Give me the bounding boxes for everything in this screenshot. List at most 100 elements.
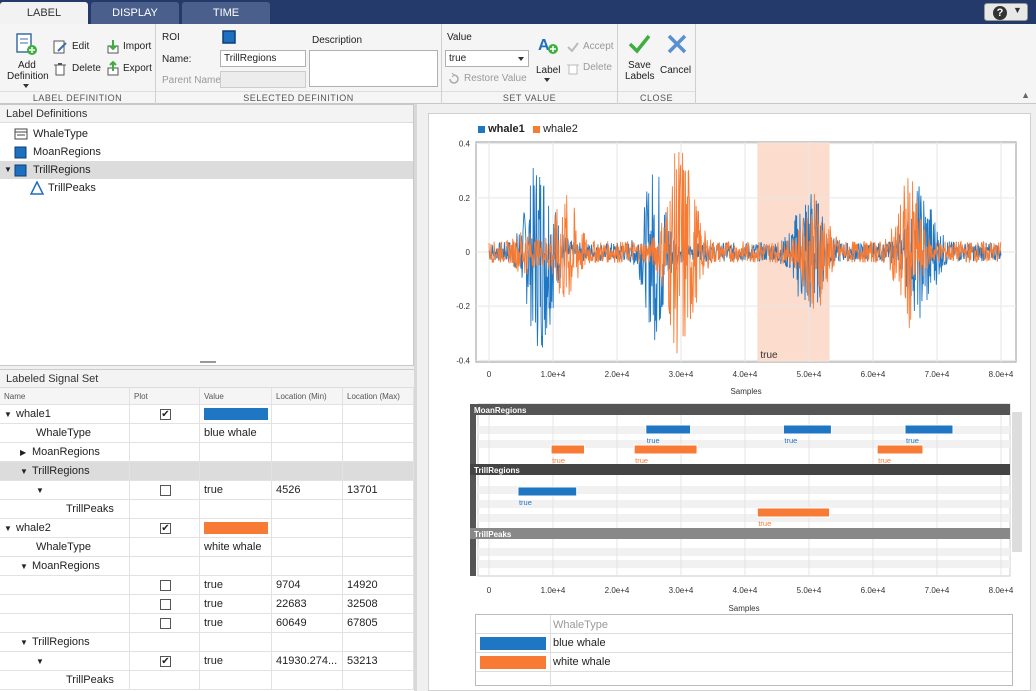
plot-cell: ✔ [130, 405, 200, 424]
expand-arrow-icon[interactable]: ▼ [4, 524, 12, 533]
signal-plot[interactable]: 0.4 0.2 0 -0.2 -0.4 0 1.0e+4 2.0e+4 3.0e+4 4.0e+4… [440, 138, 1020, 400]
tree-item-whaletype[interactable]: WhaleType [0, 125, 413, 143]
plot-checkbox[interactable]: ✔ [160, 523, 171, 534]
panel-splitter[interactable] [414, 104, 417, 691]
location-min-cell [272, 671, 343, 690]
table-row[interactable]: TrillPeaks [0, 500, 414, 519]
label-bar[interactable] [904, 424, 954, 435]
location-max-cell [343, 462, 414, 481]
tree-item-trillpeaks[interactable]: TrillPeaks [0, 179, 413, 197]
label-bar[interactable] [645, 424, 692, 435]
import-button[interactable]: Import [105, 39, 155, 55]
label-bar[interactable] [782, 424, 832, 435]
column-header-name[interactable]: Name [0, 388, 130, 405]
label-bar[interactable] [756, 507, 831, 518]
section-header-trillregions[interactable] [470, 464, 1010, 475]
whale-type-row[interactable]: blue whale [476, 634, 1012, 653]
table-row[interactable]: true 60649 67805 [0, 614, 414, 633]
value-dropdown[interactable]: true [445, 50, 529, 67]
cancel-button[interactable]: Cancel [658, 30, 694, 86]
description-input[interactable] [309, 50, 438, 87]
expand-arrow-icon[interactable]: ▼ [4, 410, 12, 419]
plot-checkbox[interactable] [160, 618, 171, 629]
expand-arrow-icon[interactable]: ▶ [20, 448, 27, 457]
label-definitions-panel: Label Definitions WhaleType MoanRegions … [0, 104, 414, 366]
expand-arrow-icon[interactable]: ▼ [36, 486, 44, 495]
legend-whale1[interactable]: whale1 [478, 123, 525, 135]
save-labels-button[interactable]: Save Labels [621, 30, 657, 86]
label-button-text: Label [536, 65, 561, 76]
table-row[interactable]: TrillPeaks [0, 671, 414, 690]
label-button[interactable]: A Label [534, 30, 562, 86]
plot-checkbox[interactable] [160, 485, 171, 496]
x-tick-label: 8.0e+4 [989, 370, 1014, 379]
expand-arrow-icon[interactable]: ▼ [20, 638, 28, 647]
splitter-grip[interactable] [200, 361, 216, 363]
table-row[interactable]: ▼ whale1 ✔ [0, 405, 414, 424]
legend-whale2[interactable]: whale2 [533, 123, 578, 135]
plot-checkbox[interactable] [160, 599, 171, 610]
whale-type-table: WhaleType blue whale white whale [475, 614, 1013, 687]
table-row[interactable]: WhaleType white whale [0, 538, 414, 557]
expand-arrow-icon[interactable]: ▼ [20, 467, 28, 476]
whale-type-row[interactable]: white whale [476, 653, 1012, 672]
value-label: Value [447, 32, 472, 43]
table-row[interactable]: ▼ whale2 ✔ [0, 519, 414, 538]
table-row[interactable]: true 22683 32508 [0, 595, 414, 614]
table-row[interactable]: ▼ TrillRegions [0, 633, 414, 652]
tree-item-trillregions[interactable]: ▼ TrillRegions [0, 161, 413, 179]
tab-display[interactable]: DISPLAY [91, 2, 179, 24]
table-row[interactable]: true 9704 14920 [0, 576, 414, 595]
label-bar[interactable] [550, 444, 585, 455]
color-swatch[interactable] [204, 522, 268, 534]
tab-time[interactable]: TIME [182, 2, 270, 24]
plot-checkbox[interactable] [160, 580, 171, 591]
plot-checkbox[interactable]: ✔ [160, 656, 171, 667]
delete-value-button[interactable]: Delete [566, 61, 618, 75]
export-button[interactable]: Export [105, 61, 155, 77]
column-header-location-max[interactable]: Location (Max) [343, 388, 414, 405]
section-header-trillpeaks[interactable] [470, 528, 1010, 539]
save-label-line1: Save [628, 60, 651, 71]
expand-arrow-icon[interactable]: ▼ [36, 657, 44, 666]
value-cell [200, 671, 272, 690]
name-cell [0, 576, 130, 595]
table-row[interactable]: ▼ TrillRegions [0, 462, 414, 481]
delete-definition-button[interactable]: Delete [52, 61, 101, 77]
timeline-scrollbar[interactable] [1012, 412, 1022, 552]
table-row[interactable]: ▼ ✔ true 41930.274... 53213 [0, 652, 414, 671]
bar-value-label: true [878, 456, 891, 465]
add-definition-button[interactable]: Add Definition [2, 30, 49, 88]
color-swatch[interactable] [204, 408, 268, 420]
table-row[interactable]: ▶ MoanRegions [0, 443, 414, 462]
help-button[interactable]: ? ▼ [984, 3, 1028, 21]
label-bar[interactable] [517, 486, 578, 497]
parent-name-input[interactable] [220, 71, 306, 88]
column-header-location-min[interactable]: Location (Min) [272, 388, 343, 405]
label-timeline[interactable]: MoanRegions TrillRegions TrillPeaks true tru… [460, 402, 1025, 614]
label-bar[interactable] [633, 444, 698, 455]
restore-value-button[interactable]: Restore Value [447, 72, 531, 86]
accept-button[interactable]: Accept [566, 40, 618, 54]
plot-checkbox[interactable]: ✔ [160, 409, 171, 420]
tab-label[interactable]: LABEL [0, 2, 88, 24]
tree-item-moanregions[interactable]: MoanRegions [0, 143, 413, 161]
expand-arrow-icon[interactable]: ▼ [20, 562, 28, 571]
section-header-moanregions[interactable] [470, 404, 1010, 415]
section-header-label: TrillPeaks [474, 530, 512, 539]
table-row[interactable]: ▼ MoanRegions [0, 557, 414, 576]
section-header-label: MoanRegions [474, 406, 527, 415]
label-bar[interactable] [876, 444, 924, 455]
column-header-plot[interactable]: Plot [130, 388, 200, 405]
collapse-toolstrip-icon[interactable]: ▲ [1021, 90, 1030, 100]
plot-cell [130, 595, 200, 614]
roi-label: ROI [162, 32, 180, 43]
expand-arrow-icon[interactable]: ▼ [4, 165, 12, 174]
column-header-value[interactable]: Value [200, 388, 272, 405]
edit-button[interactable]: Edit [52, 39, 100, 55]
name-input[interactable]: TrillRegions [220, 50, 306, 67]
whale2-signal-line [488, 151, 1002, 354]
table-row[interactable]: ▼ true 4526 13701 [0, 481, 414, 500]
color-swatch [480, 656, 546, 669]
table-row[interactable]: WhaleType blue whale [0, 424, 414, 443]
